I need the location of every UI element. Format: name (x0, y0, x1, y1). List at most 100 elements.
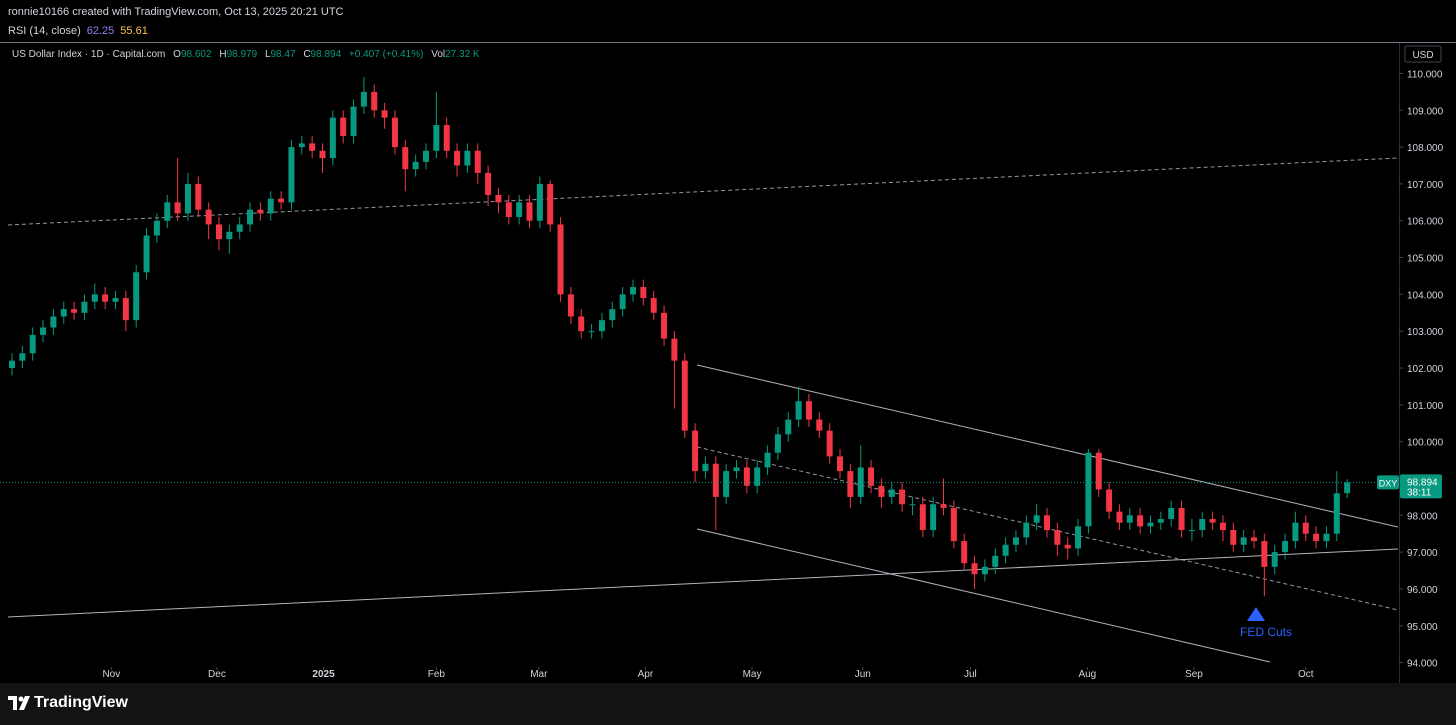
x-tick-label: Apr (638, 669, 654, 680)
candle-body (547, 183, 554, 225)
candle-body (1240, 537, 1247, 545)
candle-body (1230, 530, 1237, 545)
candle-body (371, 91, 378, 111)
y-tick-label: 97.000 (1407, 548, 1438, 559)
candle-body (402, 147, 409, 170)
candle-body (133, 272, 140, 321)
candle-body (661, 312, 668, 339)
candle-body (557, 224, 564, 295)
candle-body (1085, 452, 1092, 527)
candle-body (143, 235, 150, 273)
candle-body (692, 430, 699, 472)
currency-box[interactable] (1404, 45, 1442, 63)
candle-body (153, 220, 160, 236)
candle-body (1219, 522, 1226, 531)
last-price-label: 98.894 (1407, 477, 1438, 488)
candle-body (112, 298, 119, 302)
ohlc-value: 98.894 (310, 49, 342, 60)
candle-body (505, 202, 512, 218)
symbol-legend: US Dollar Index · 1D · Capital.com O98.6… (12, 49, 480, 61)
y-tick-label: 107.000 (1407, 180, 1444, 191)
candle-body (526, 202, 533, 221)
ohlc-key: L (264, 49, 271, 60)
candle-body (619, 294, 626, 310)
ohlc-value: 98.47 (270, 49, 296, 60)
candle-body (1147, 522, 1154, 527)
candle-body (671, 338, 678, 361)
candle-body (298, 143, 305, 148)
candle-body (443, 125, 450, 151)
annotation: FED Cuts (1240, 625, 1292, 639)
y-tick-label: 102.000 (1407, 364, 1444, 375)
ohlc-value: 98.979 (226, 49, 258, 60)
candle-body (1178, 507, 1185, 531)
candle-body (423, 150, 429, 162)
candle-body (495, 194, 502, 203)
candle-body (19, 353, 26, 361)
candle-body (433, 125, 440, 151)
ohlc-key: O (173, 49, 181, 60)
candle-body (1302, 522, 1309, 534)
symbol-tag-label: DXY (1379, 478, 1398, 488)
volume-key: Vol (431, 49, 446, 60)
ohlc-key: H (219, 49, 227, 60)
candle-body (164, 202, 171, 221)
candle-body (257, 209, 264, 214)
x-tick-label: Jul (964, 669, 977, 680)
x-tick-label: Jun (855, 669, 871, 680)
candle-body (1137, 515, 1144, 527)
x-tick-label: May (743, 669, 762, 680)
y-tick-label: 98.000 (1407, 511, 1438, 522)
candle-body (992, 555, 999, 567)
candle-body (743, 467, 750, 486)
candle-body (1106, 489, 1113, 512)
chart: USD FED Cuts 94.000 95.000 96.000 97.000 98.… (0, 42, 1456, 683)
trend-line (7, 157, 1399, 226)
candle-body (981, 566, 988, 575)
candle-body (754, 467, 761, 486)
brand-logo (8, 696, 30, 710)
candle-body (360, 91, 367, 107)
candle-body (391, 117, 398, 148)
candle-body (412, 161, 419, 170)
x-tick-label: Aug (1078, 669, 1096, 680)
candle-body (340, 117, 347, 137)
brand: TradingView (34, 694, 128, 711)
indicator-value: 62.25 (86, 25, 115, 37)
x-tick-label: Oct (1298, 669, 1314, 680)
candle-body (857, 467, 864, 497)
candle-body (1075, 526, 1082, 549)
candle-body (1323, 533, 1330, 542)
candle-body (1261, 541, 1268, 567)
candle-body (1188, 530, 1195, 532)
symbol-tag (1377, 475, 1399, 490)
candle-body (650, 298, 657, 313)
x-tick-label: Feb (428, 669, 446, 680)
candle-body (516, 202, 523, 218)
candle-body (1292, 522, 1299, 542)
candle-body (309, 143, 316, 151)
candle-body (940, 504, 947, 508)
candle-body (329, 117, 336, 159)
candle-body (1157, 518, 1164, 523)
candle-body (1126, 515, 1133, 523)
candle-body (1282, 541, 1289, 553)
candle-body (1271, 552, 1278, 567)
change: +0.407 (+0.41%) (348, 49, 424, 60)
candle-body (174, 202, 181, 214)
candle-body (785, 419, 792, 435)
candle-body (588, 331, 595, 333)
candle-body (195, 183, 202, 210)
candle-body (847, 471, 854, 497)
candle-body (826, 430, 833, 457)
channel-bottom (696, 528, 1271, 663)
y-tick-label: 105.000 (1407, 254, 1444, 265)
author-line: ronnie10166 created with TradingView.com… (8, 6, 344, 18)
candle-body (909, 504, 916, 506)
candle-body (485, 172, 492, 195)
ohlc-value: 98.602 (180, 49, 212, 60)
candle-body (1168, 507, 1175, 519)
indicator-legend: RSI (14, close) 62.25 55.61 (8, 24, 148, 38)
candle-body (226, 231, 233, 240)
